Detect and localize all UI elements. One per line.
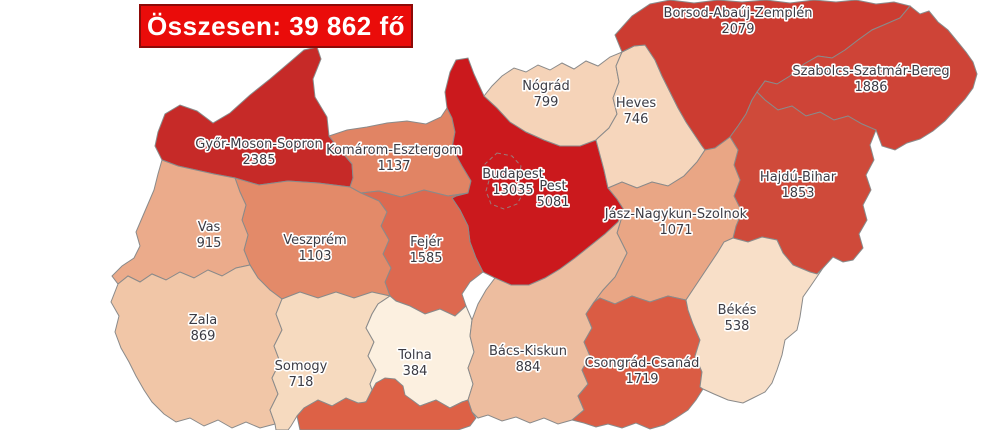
- county-csongrad-csanad: [570, 295, 704, 430]
- county-label-vas: Vas 915: [197, 220, 222, 251]
- county-label-bacs-kiskun: Bács-Kiskun 884: [489, 344, 567, 375]
- county-label-budapest: Budapest 13035: [482, 167, 544, 198]
- county-label-gyor-moson-sopron: Győr-Moson-Sopron 2385: [195, 137, 322, 168]
- total-banner-label: Összesen: 39 862 fő: [146, 10, 406, 41]
- county-vas: [111, 159, 251, 285]
- total-banner: Összesen: 39 862 fő: [139, 4, 413, 48]
- county-label-heves: Heves 746: [616, 96, 656, 127]
- county-label-csongrad-csanad: Csongrád-Csanád 1719: [585, 356, 700, 387]
- county-label-jasz-nagykun-szolnok: Jász-Nagykun-Szolnok 1071: [604, 207, 748, 238]
- county-label-somogy: Somogy 718: [275, 359, 328, 390]
- county-label-bekes: Békés 538: [718, 303, 757, 334]
- county-label-hajdu-bihar: Hajdú-Bihar 1853: [760, 170, 837, 201]
- county-label-zala: Zala 869: [189, 313, 217, 344]
- county-budapest: [484, 152, 525, 210]
- county-label-szabolcs-szatmar-bereg: Szabolcs-Szatmár-Bereg 1886: [792, 64, 949, 95]
- county-label-tolna: Tolna 384: [397, 348, 432, 379]
- county-baranya: [296, 377, 477, 430]
- county-zala: [110, 264, 283, 429]
- county-label-fejer: Fejér 1585: [409, 235, 442, 266]
- county-label-komarom-esztergom: Komárom-Esztergom 1137: [326, 143, 462, 174]
- county-label-veszprem: Veszprém 1103: [283, 233, 346, 264]
- county-label-nograd: Nógrád 799: [522, 79, 570, 110]
- county-label-pest: Pest 5081: [536, 179, 569, 210]
- county-bekes: [685, 236, 824, 404]
- county-label-borsod-abauj-zemplen: Borsod-Abaúj-Zemplén 2079: [664, 6, 813, 37]
